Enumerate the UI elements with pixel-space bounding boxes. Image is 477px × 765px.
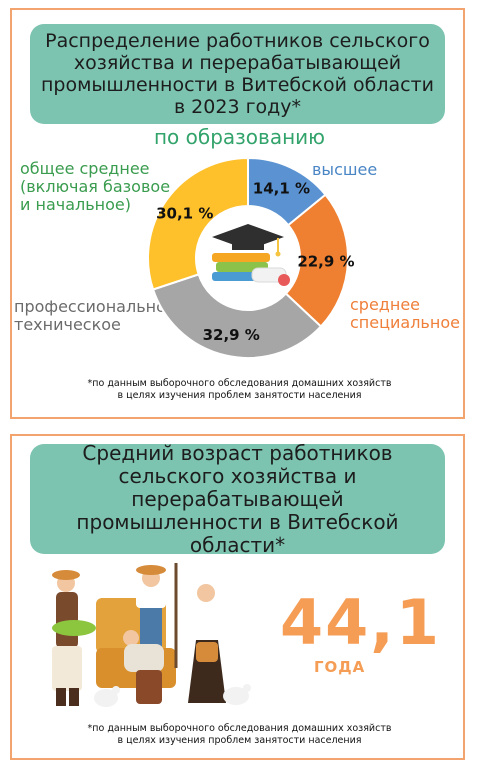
legend-vocational: профессионально- техническое [14, 297, 172, 334]
age-footnote: *по данным выборочного обследования дома… [87, 723, 392, 746]
slice-specialized-value-label: 22,9 % [297, 253, 354, 271]
slice-general-value-label: 30,1 % [156, 204, 213, 222]
age-panel: Средний возраст работников сельского хоз… [10, 434, 465, 760]
graduation-icon [202, 212, 294, 304]
slice-vocational [151, 273, 323, 359]
education-panel: Распределение работников сельского хозяй… [10, 8, 465, 419]
legend-general-secondary: общее среднее (включая базовое и начальн… [20, 159, 171, 214]
education-donut-chart: 14,1 % 22,9 % 32,9 % 30,1 % [147, 156, 355, 359]
education-subtitle: по образованию [153, 125, 325, 149]
education-title: Распределение работников сельского хозяй… [30, 24, 445, 124]
average-age-value: 44,1 [280, 586, 441, 659]
farmers-illustration [52, 563, 251, 707]
slice-vocational-value-label: 32,9 % [203, 326, 260, 344]
slice-higher-value-label: 14,1 % [253, 180, 310, 198]
education-footnote: *по данным выборочного обследования дома… [87, 378, 392, 401]
slice-general [147, 156, 249, 291]
legend-specialized: среднее специальное [350, 295, 460, 332]
legend-higher: высшее [312, 160, 378, 179]
slice-specialized [284, 193, 349, 328]
average-age-unit: ГОДА [314, 658, 366, 676]
age-title: Средний возраст работников сельского хоз… [30, 441, 445, 556]
